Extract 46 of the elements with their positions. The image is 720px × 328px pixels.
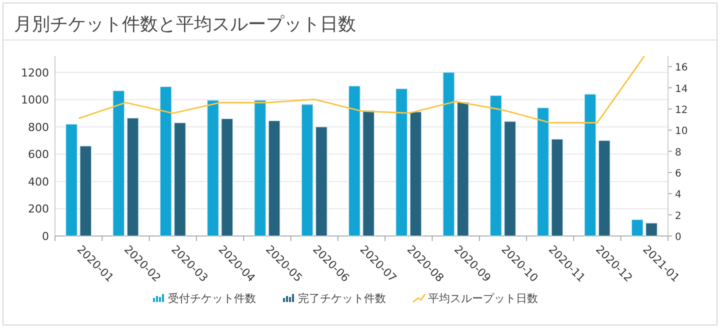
y2-tick-label: 4	[675, 190, 682, 201]
bar	[442, 72, 455, 236]
bar	[301, 104, 314, 236]
bar	[551, 138, 564, 236]
y-tick-label: 1000	[21, 94, 49, 107]
bar	[221, 118, 234, 236]
y-tick-label: 200	[28, 202, 49, 216]
bar	[396, 88, 408, 236]
bar	[598, 140, 610, 236]
bar	[348, 86, 360, 236]
bar	[174, 122, 186, 236]
legend-label: 完了チケット件数	[298, 292, 386, 305]
y2-tick-label: 6	[675, 168, 682, 180]
y2-tick-label: 10	[675, 126, 688, 138]
y-tick-label: 400	[28, 175, 49, 188]
bar	[112, 90, 125, 236]
y-tick-label: 0	[42, 230, 49, 243]
bar	[80, 146, 92, 236]
chart-title: 月別チケット件数と平均スループット日数	[14, 14, 356, 35]
bar	[160, 86, 172, 236]
y-tick-label: 800	[28, 120, 49, 134]
bar	[631, 219, 644, 236]
y2-tick-label: 14	[675, 84, 688, 95]
legend-label: 平均スループット日数	[428, 292, 538, 305]
bar	[126, 118, 139, 236]
bar	[268, 120, 280, 236]
bar	[315, 126, 328, 236]
y2-tick-label: 16	[675, 62, 688, 74]
bar	[646, 222, 658, 236]
bar	[254, 100, 266, 236]
bar	[584, 94, 596, 236]
bar	[410, 112, 422, 236]
bar	[537, 108, 549, 236]
y2-tick-label: 8	[675, 147, 682, 158]
bar	[66, 124, 78, 236]
y2-tick-label: 2	[675, 210, 682, 222]
y-tick-label: 600	[28, 148, 49, 162]
bar	[490, 95, 502, 236]
bar	[362, 110, 375, 236]
y2-tick-label: 12	[675, 104, 688, 116]
bar	[207, 100, 219, 236]
bar	[456, 102, 469, 236]
legend-label: 受付チケット件数	[168, 292, 256, 305]
y-tick-label: 1200	[21, 66, 49, 80]
y2-tick-label: 0	[675, 232, 682, 243]
bar	[504, 121, 516, 236]
